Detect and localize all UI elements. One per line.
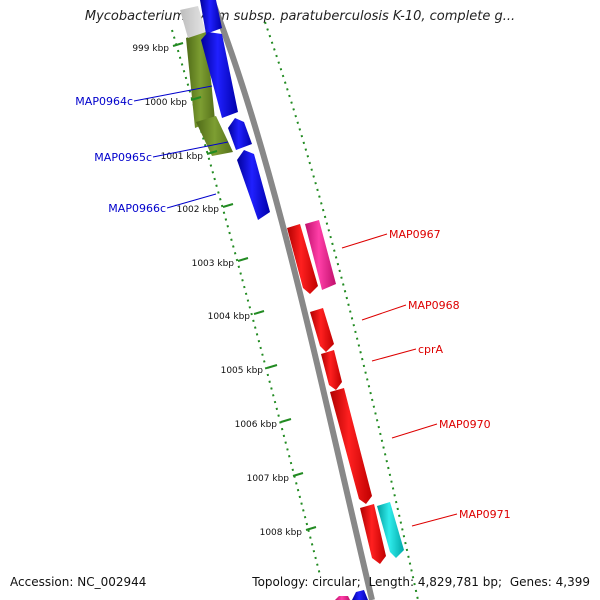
genome-summary-footer: Topology: circular; Length: 4,829,781 bp… [252,575,590,589]
gene-label-forward[interactable]: cprA [418,343,444,356]
outer-dotted-ring [264,21,419,600]
topology-label: Topology: [252,575,309,589]
cds-forward[interactable] [330,388,372,504]
tick-mark [172,42,184,47]
gene-labels: MAP0964c MAP0965c MAP0966c MAP0967 MAP0968 cp… [75,85,511,527]
gene-label-forward[interactable]: MAP0970 [439,418,491,431]
cds-reverse[interactable] [228,118,252,150]
genes-label: Genes: [509,575,552,589]
cds-forward[interactable] [310,308,334,352]
accession-label: Accession: [10,575,74,589]
tick-label: 1008 kbp [260,528,303,538]
other-feature[interactable] [377,502,404,558]
tick-label: 1000 kbp [145,98,188,108]
tick-mark [305,526,317,531]
gene-label-forward[interactable]: MAP0968 [408,299,460,312]
tick-mark [253,310,265,315]
cds-forward[interactable] [321,350,342,390]
tick-mark [237,257,249,262]
tick-label: 1007 kbp [247,474,290,484]
tick-label: 1003 kbp [192,259,235,269]
gene-label-leader [391,423,438,439]
gene-label-leader [133,85,213,102]
gene-label-reverse[interactable]: MAP0966c [108,202,166,215]
cds-reverse[interactable] [201,32,238,118]
topology-value: circular; [312,575,361,589]
tick-mark [280,418,292,423]
rna-feature[interactable] [305,220,336,290]
gc-skew-band [196,116,233,156]
gene-label-forward[interactable]: MAP0971 [459,508,511,521]
length-label: Length: [368,575,415,589]
tick-mark [292,472,304,477]
tick-label: 1005 kbp [221,366,264,376]
tick-label: 1001 kbp [161,152,204,162]
cds-reverse[interactable] [237,150,270,220]
accession-footer: Accession: NC_002944 [10,575,146,589]
accession-value: NC_002944 [77,575,147,589]
cds-reverse[interactable] [352,590,368,600]
gene-label-leader [166,193,217,209]
gene-label-reverse[interactable]: MAP0965c [94,151,152,164]
gene-label-leader [341,233,388,249]
tick-label: 1006 kbp [235,420,278,430]
tick-mark [190,96,202,101]
gene-label-forward[interactable]: MAP0967 [389,228,441,241]
tick-marks: 999 kbp 1000 kbp 1001 kbp 1002 kbp 1003 kbp 1… [132,42,317,538]
gc-skew-band-light [180,6,206,38]
gene-label-leader [361,304,407,321]
rna-feature[interactable] [335,596,350,600]
gene-label-leader [152,141,229,158]
cds-reverse[interactable] [200,0,222,34]
cds-forward[interactable] [287,224,318,294]
gene-label-leader [371,348,417,362]
tick-label: 1002 kbp [177,205,220,215]
gene-label-reverse[interactable]: MAP0964c [75,95,133,108]
tick-mark [206,150,218,155]
gene-label-leader [411,513,458,527]
genome-backbone [209,0,375,600]
tick-label: 999 kbp [132,44,169,54]
tick-mark [222,203,234,208]
genes-value: 4,399 [555,575,590,589]
length-value: 4,829,781 bp; [417,575,503,589]
cds-forward[interactable] [360,504,386,564]
tick-label: 1004 kbp [208,312,251,322]
tick-mark [266,364,278,369]
